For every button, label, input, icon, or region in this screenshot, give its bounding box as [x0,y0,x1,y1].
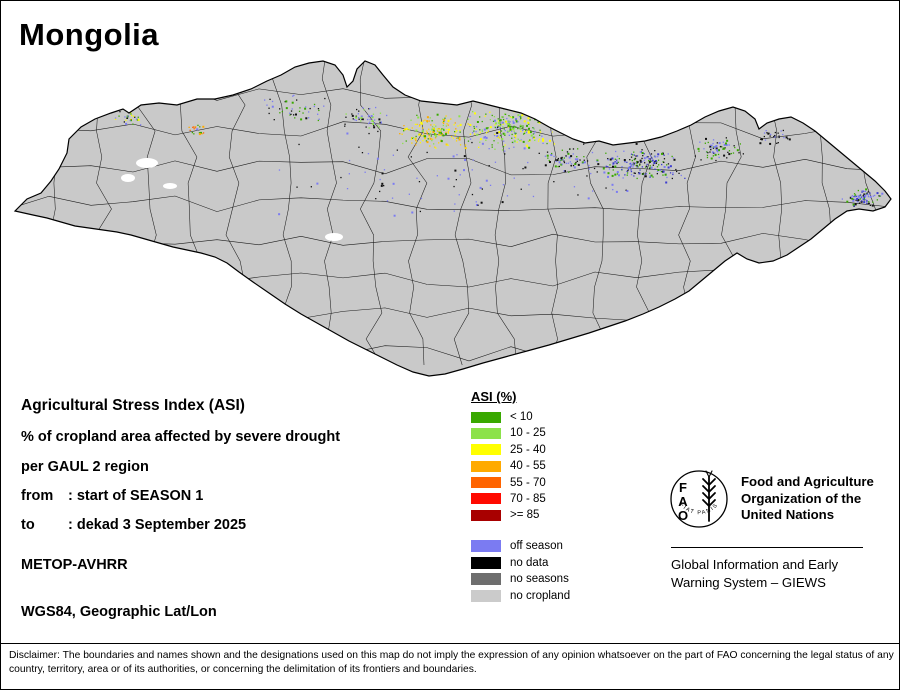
period-to-value: : dekad 3 September 2025 [68,517,247,533]
wheat-ear-icon [702,470,716,522]
legend-swatch [471,493,501,505]
lake [325,233,343,241]
period-from: from : start of SEASON 1 [21,488,203,504]
fao-logo: F A O FIAT PANIS [670,470,728,528]
legend-label: no data [510,556,549,569]
fao-letter-o: O [678,508,688,523]
giews-label: Global Information and Early Warning Sys… [671,557,839,591]
legend-row: 10 - 25 [471,427,570,439]
legend-swatch [471,460,501,472]
sensor-name: METOP-AVHRR [21,557,128,573]
legend-swatch [471,411,501,423]
disclaimer-divider [1,643,899,644]
legend-label: 55 - 70 [510,476,546,489]
disclaimer-text: Disclaimer: The boundaries and names sho… [9,650,894,676]
legend-row: 25 - 40 [471,444,570,456]
legend-label: 40 - 55 [510,460,546,473]
legend-row: no data [471,556,570,569]
period-from-label: from [21,488,54,504]
lake [121,174,135,182]
fao-letter-a: A [678,494,688,509]
legend-swatch [471,589,501,602]
legend-row: < 10 [471,411,570,423]
fao-letter-f: F [679,480,687,495]
fao-name: Food and Agriculture Organization of the… [741,474,874,523]
fao-emblem-ring [670,470,728,528]
country-title: Mongolia [19,17,160,52]
legend-label: no seasons [510,573,569,586]
legend-swatch [471,573,501,586]
legend-row: 40 - 55 [471,460,570,472]
footer-divider [671,547,863,548]
legend-label: 70 - 85 [510,492,546,505]
period-to-label: to [21,517,35,533]
legend-label: no cropland [510,589,571,602]
legend-row: 55 - 70 [471,477,570,489]
asi-legend: ASI (%) < 10 10 - 25 25 - 40 40 - 55 55 … [471,389,570,606]
legend-title: ASI (%) [471,389,517,404]
legend-swatch [471,427,501,439]
period-from-value: : start of SEASON 1 [68,488,204,504]
legend-label: 10 - 25 [510,427,546,440]
legend-label: off season [510,540,563,553]
legend-swatch [471,509,501,521]
asi-heading: Agricultural Stress Index (ASI) [21,397,245,414]
period-to: to : dekad 3 September 2025 [21,517,246,533]
legend-label: < 10 [510,411,533,423]
legend-swatch [471,477,501,489]
legend-label: >= 85 [510,509,540,522]
legend-row: 70 - 85 [471,493,570,505]
lake [163,183,177,189]
asi-subtitle-2: per GAUL 2 region [21,459,149,475]
lakes [121,158,343,241]
fao-block: F A O FIAT PANIS Food and Agriculture Or… [667,467,874,531]
projection-name: WGS84, Geographic Lat/Lon [21,604,217,620]
lake [136,158,158,168]
legend-label: 25 - 40 [510,443,546,456]
country-shape [15,61,891,376]
legend-row: no seasons [471,573,570,586]
legend-swatch [471,540,501,553]
asi-data-pixels [114,94,884,217]
legend-extra-group: off season no data no seasons no croplan… [471,540,571,602]
legend-row: off season [471,540,570,553]
legend-swatch [471,444,501,456]
asi-subtitle-1: % of cropland area affected by severe dr… [21,429,341,445]
legend-row: no cropland [471,589,571,602]
legend-swatch [471,556,501,569]
legend-row: >= 85 [471,509,570,521]
